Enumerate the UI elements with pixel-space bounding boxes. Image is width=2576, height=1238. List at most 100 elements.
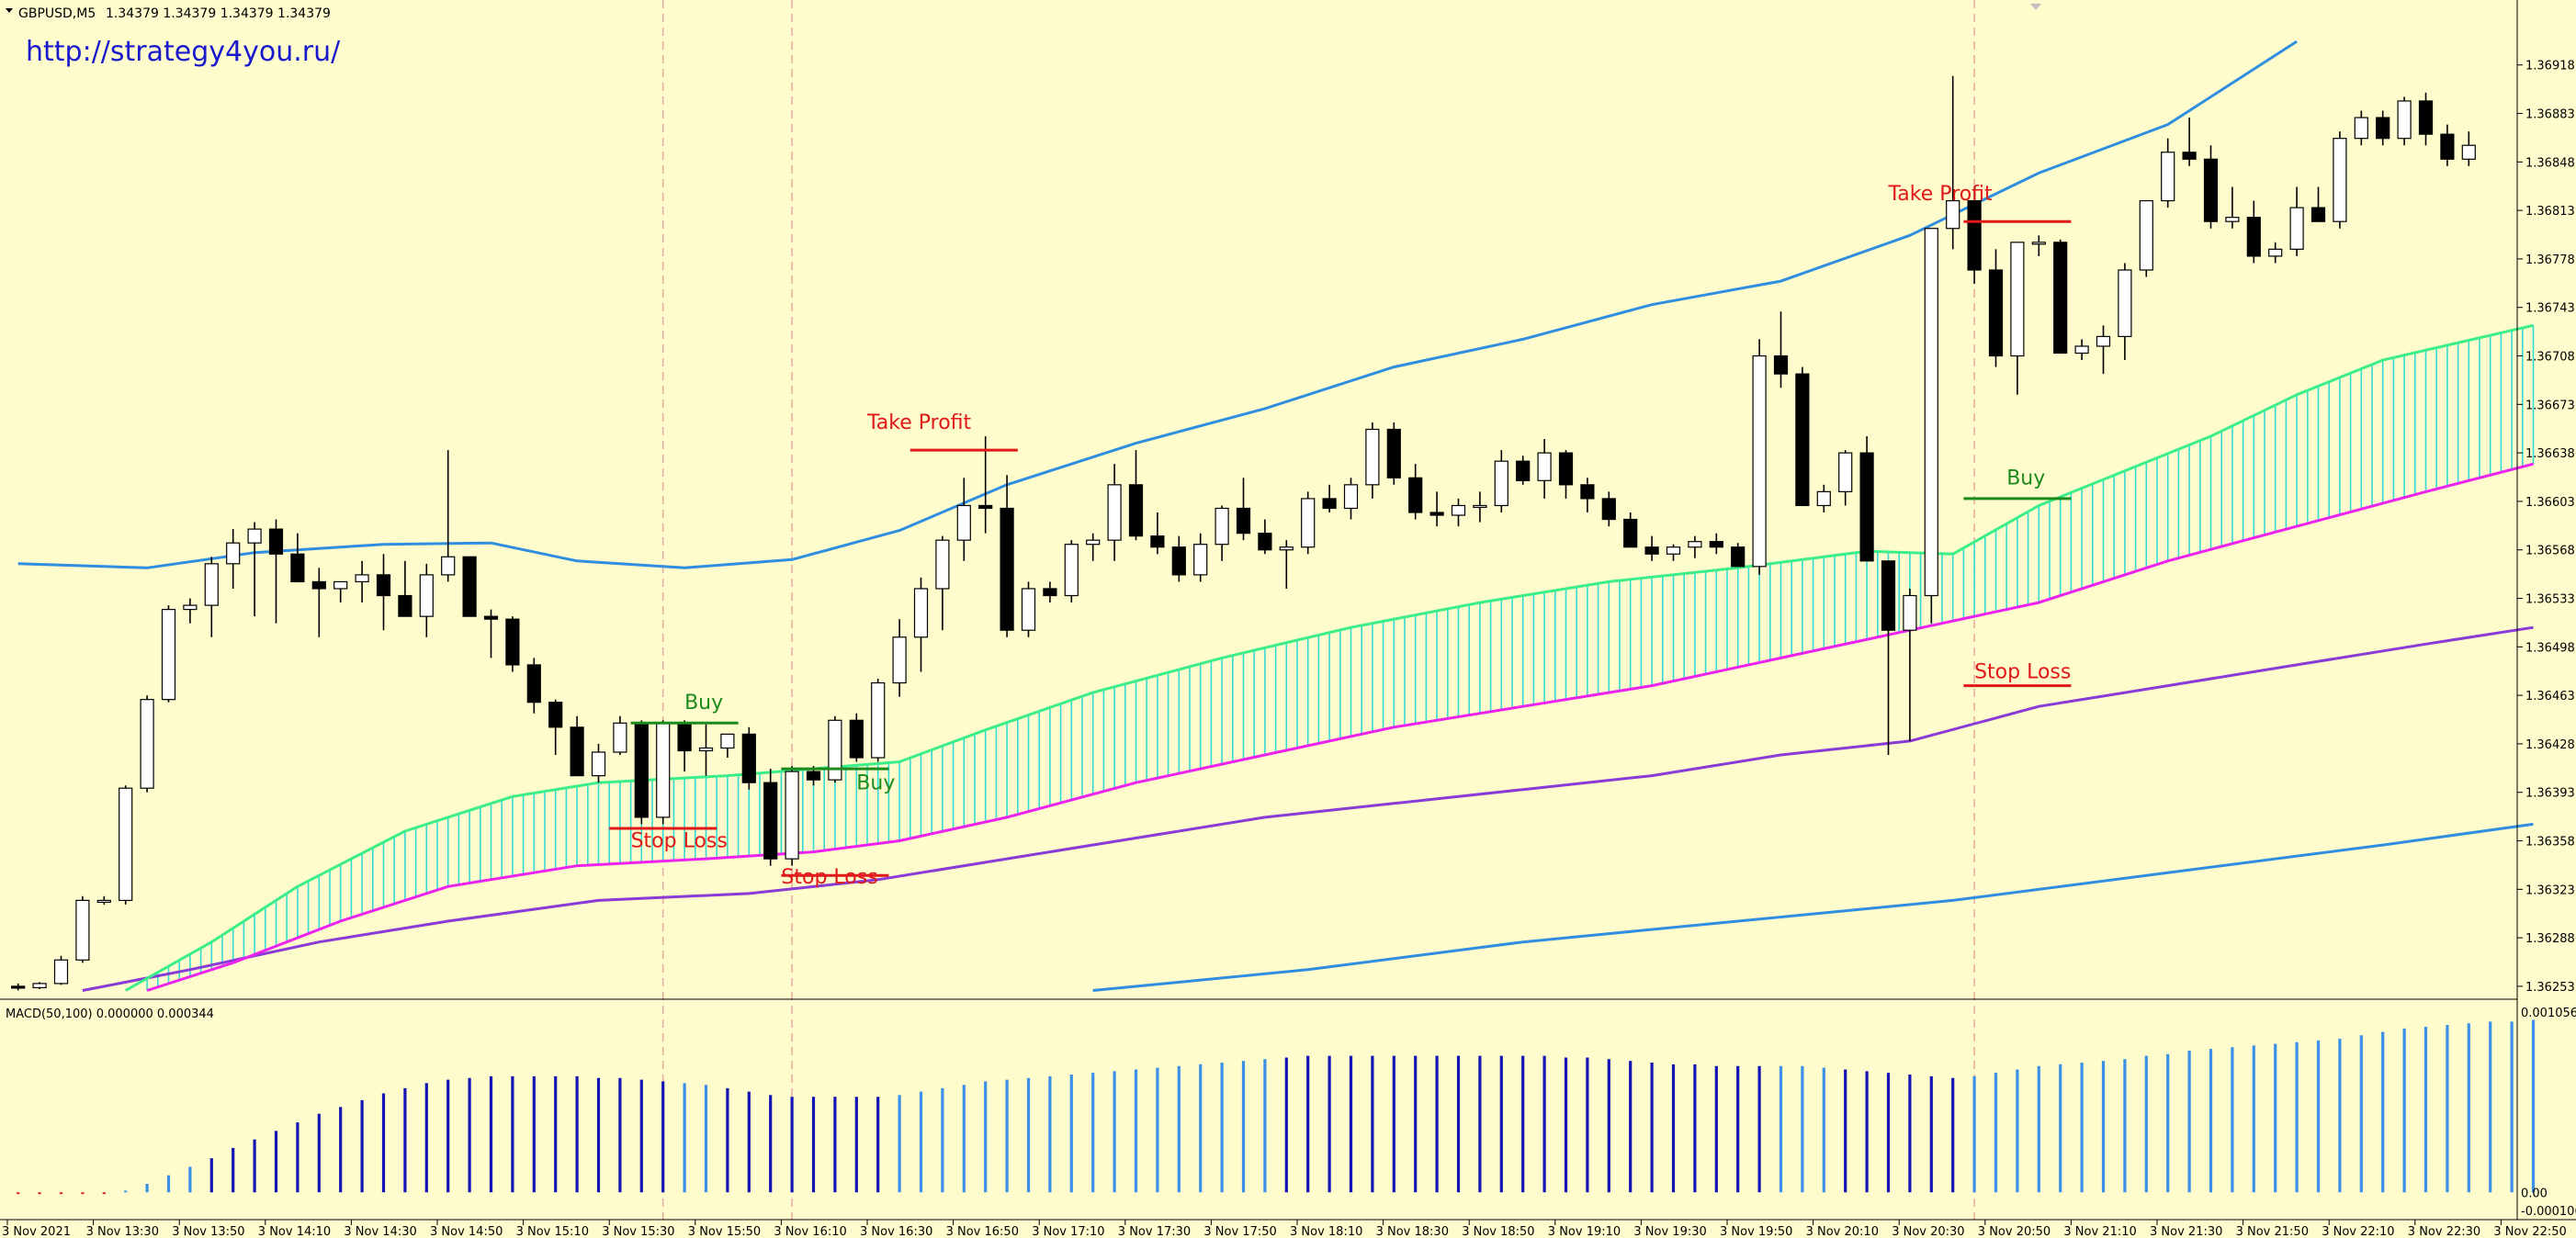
bull-candle (2010, 242, 2025, 357)
bull-candle (1365, 428, 1380, 486)
time-tick-label: 3 Nov 21:10 (2063, 1225, 2136, 1238)
indicator-lines (17, 39, 2534, 992)
bear-candle (1558, 452, 1574, 486)
bear-candle (1795, 373, 1810, 507)
bear-candle (570, 726, 584, 777)
bull-candle (119, 787, 133, 901)
bear-candle (526, 664, 541, 703)
bear-candle (1236, 507, 1251, 535)
bear-candle (634, 722, 649, 818)
bull-candle (913, 588, 929, 638)
candles (11, 75, 2476, 991)
bull-candle (2074, 345, 2089, 355)
bear-candle (483, 615, 499, 620)
time-tick-label: 3 Nov 22:50 (2493, 1225, 2566, 1238)
time-tick-label: 3 Nov 22:30 (2408, 1225, 2480, 1238)
bull-candle (2118, 269, 2132, 338)
price-tick-label: 1.36393 (2525, 787, 2575, 801)
annotation-label: Stop Loss (631, 830, 728, 853)
bull-candle (1021, 588, 1036, 631)
price-tick-label: 1.36428 (2525, 738, 2575, 752)
bull-candle (1924, 228, 1938, 597)
bull-candle (1301, 498, 1316, 548)
bull-candle (96, 899, 111, 904)
bear-candle (1128, 484, 1144, 537)
bear-candle (1258, 533, 1272, 551)
time-tick-label: 3 Nov 19:50 (1720, 1225, 1792, 1238)
time-tick-label: 3 Nov 17:10 (1032, 1225, 1104, 1238)
time-tick-label: 3 Nov 21:30 (2150, 1225, 2222, 1238)
bear-candle (1150, 535, 1165, 548)
bull-candle (1752, 355, 1767, 568)
bull-candle (956, 504, 971, 541)
bull-candle (935, 539, 950, 590)
price-tick-label: 1.36673 (2525, 399, 2575, 412)
shift-marker-icon[interactable] (2030, 4, 2041, 10)
bear-candle (1580, 484, 1595, 500)
price-tick-label: 1.36638 (2525, 447, 2575, 461)
time-tick-label: 3 Nov 14:10 (258, 1225, 331, 1238)
annotation-label: Stop Loss (1974, 661, 2071, 684)
bull-candle (1688, 541, 1702, 548)
bull-candle (1193, 544, 1208, 576)
cloud-bottom-line (146, 462, 2534, 992)
bull-candle (785, 771, 799, 860)
bear-candle (2053, 242, 2068, 355)
time-tick-label: 3 Nov 21:50 (2236, 1225, 2309, 1238)
bear-candle (505, 618, 520, 666)
price-tick-label: 1.36918 (2525, 60, 2575, 73)
bull-candle (613, 722, 627, 753)
ichimoku-cloud (146, 325, 2535, 991)
time-tick-label: 3 Nov 20:30 (1892, 1225, 1964, 1238)
bull-candle (2139, 199, 2153, 271)
bull-candle (1473, 504, 1487, 509)
time-tick-label: 3 Nov 19:10 (1548, 1225, 1621, 1238)
bear-candle (1644, 546, 1659, 555)
price-tick-label: 1.36813 (2525, 205, 2575, 219)
macd-title: MACD(50,100) 0.000000 0.000344 (6, 1007, 214, 1021)
bull-candle (2096, 335, 2111, 347)
bear-candle (1773, 355, 1789, 375)
bull-candle (1343, 484, 1359, 510)
bear-candle (1881, 560, 1896, 631)
bull-candle (32, 983, 47, 989)
time-tick-label: 3 Nov 16:50 (946, 1225, 1019, 1238)
time-tick-label: 3 Nov 14:50 (430, 1225, 503, 1238)
bear-candle (1709, 541, 1723, 548)
bear-candle (2310, 207, 2326, 222)
bull-candle (2354, 117, 2368, 140)
bull-candle (591, 751, 606, 777)
bull-candle (53, 959, 69, 985)
annotation-label: Stop Loss (781, 866, 877, 889)
price-tick-label: 1.36568 (2525, 545, 2575, 558)
bear-candle (1043, 588, 1057, 597)
bear-candle (1000, 507, 1014, 631)
chevron-down-icon[interactable] (6, 8, 13, 13)
time-tick-label: 3 Nov 15:10 (516, 1225, 589, 1238)
bull-candle (2461, 144, 2476, 160)
bull-candle (828, 719, 842, 781)
annotation-label: Buy (684, 692, 723, 715)
bull-candle (355, 574, 369, 583)
bear-candle (1623, 518, 1638, 548)
price-tick-label: 1.36848 (2525, 156, 2575, 170)
price-tick-label: 1.36253 (2525, 981, 2575, 995)
time-tick-label: 3 Nov 14:30 (344, 1225, 416, 1238)
bull-candle (1086, 539, 1101, 546)
bear-candle (763, 782, 778, 860)
bull-candle (333, 580, 348, 590)
time-tick-label: 3 Nov 2021 (2, 1225, 71, 1238)
annotation-label: Buy (856, 771, 895, 794)
bull-candle (2289, 207, 2304, 250)
bear-candle (1601, 498, 1616, 521)
price-tick-label: 1.36743 (2525, 302, 2575, 316)
watermark-url[interactable]: http://strategy4you.ru/ (26, 36, 341, 68)
annotation-label: Buy (2006, 467, 2045, 490)
time-tick-label: 3 Nov 20:50 (1978, 1225, 2051, 1238)
bull-candle (183, 604, 198, 611)
price-tick-label: 1.36358 (2525, 836, 2575, 850)
bull-candle (2333, 138, 2347, 222)
bear-candle (677, 722, 692, 752)
